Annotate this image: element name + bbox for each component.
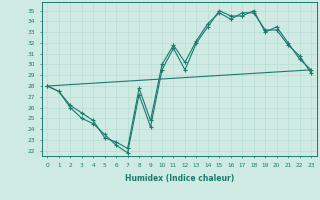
X-axis label: Humidex (Indice chaleur): Humidex (Indice chaleur) [124, 174, 234, 183]
